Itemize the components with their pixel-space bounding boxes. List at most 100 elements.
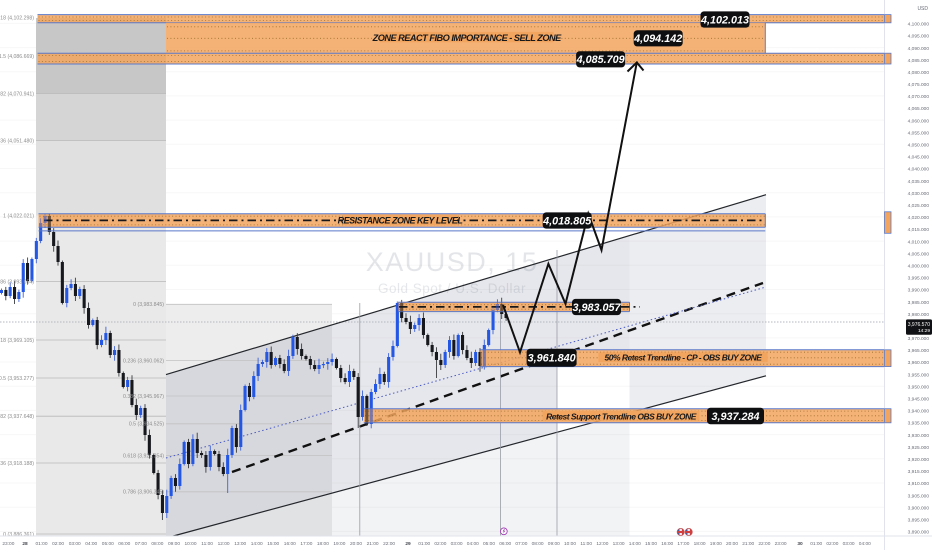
- svg-text:3,995.000: 3,995.000: [908, 276, 930, 282]
- svg-text:3,960.000: 3,960.000: [908, 360, 930, 366]
- svg-text:09:00: 09:00: [168, 541, 180, 547]
- svg-text:04:00: 04:00: [85, 541, 97, 547]
- svg-text:28: 28: [22, 541, 28, 547]
- svg-text:03:00: 03:00: [451, 541, 463, 547]
- svg-text:29: 29: [405, 541, 411, 547]
- svg-text:19:00: 19:00: [333, 541, 345, 547]
- svg-text:4,080.000: 4,080.000: [908, 70, 930, 76]
- svg-text:23:00: 23:00: [2, 541, 14, 547]
- svg-text:0.618 (3,921.354): 0.618 (3,921.354): [123, 453, 164, 459]
- svg-text:02:00: 02:00: [434, 541, 446, 547]
- svg-text:3,905.000: 3,905.000: [908, 493, 930, 499]
- svg-text:3,920.000: 3,920.000: [908, 457, 930, 463]
- svg-text:3,915.000: 3,915.000: [908, 469, 930, 475]
- svg-text:08:00: 08:00: [532, 541, 544, 547]
- svg-text:3,945.000: 3,945.000: [908, 397, 930, 403]
- svg-text:02:00: 02:00: [826, 541, 838, 547]
- svg-text:04:00: 04:00: [467, 541, 479, 547]
- svg-text:4,045.000: 4,045.000: [908, 155, 930, 161]
- svg-text:4,018.805: 4,018.805: [542, 215, 592, 227]
- svg-text:20:00: 20:00: [350, 541, 362, 547]
- svg-text:11:00: 11:00: [580, 541, 592, 547]
- svg-text:1.5 (4,086.669): 1.5 (4,086.669): [0, 54, 34, 60]
- svg-text:1.236 (4,051.480): 1.236 (4,051.480): [0, 138, 34, 144]
- svg-text:03:00: 03:00: [843, 541, 855, 547]
- svg-text:05:00: 05:00: [483, 541, 495, 547]
- svg-text:16:00: 16:00: [661, 541, 673, 547]
- svg-text:13:00: 13:00: [613, 541, 625, 547]
- svg-text:08:00: 08:00: [151, 541, 163, 547]
- svg-text:3,976.570: 3,976.570: [908, 322, 930, 328]
- svg-text:3,895.000: 3,895.000: [908, 518, 930, 524]
- svg-text:4,020.000: 4,020.000: [908, 215, 930, 221]
- svg-text:22:00: 22:00: [758, 541, 770, 547]
- svg-text:1.618 (4,102.298): 1.618 (4,102.298): [0, 15, 34, 21]
- svg-text:50% Retest Trendline - CP - OB: 50% Retest Trendline - CP - OBS BUY ZONE: [605, 353, 763, 363]
- svg-text:06:00: 06:00: [499, 541, 511, 547]
- svg-text:14:29: 14:29: [918, 328, 930, 334]
- svg-text:4,000.000: 4,000.000: [908, 264, 930, 270]
- svg-text:0.382 (3,937.648): 0.382 (3,937.648): [0, 414, 34, 420]
- svg-text:4,102.013: 4,102.013: [700, 14, 749, 26]
- svg-text:14:00: 14:00: [251, 541, 263, 547]
- svg-text:01:00: 01:00: [35, 541, 47, 547]
- svg-text:0.5 (3,953.277): 0.5 (3,953.277): [0, 376, 34, 382]
- svg-text:11:00: 11:00: [201, 541, 213, 547]
- svg-text:3,925.000: 3,925.000: [908, 445, 930, 451]
- svg-text:4,065.000: 4,065.000: [908, 106, 930, 112]
- svg-text:09:00: 09:00: [548, 541, 560, 547]
- svg-text:4,005.000: 4,005.000: [908, 251, 930, 257]
- svg-text:3,965.000: 3,965.000: [908, 348, 930, 354]
- svg-text:02:00: 02:00: [52, 541, 64, 547]
- svg-text:05:00: 05:00: [102, 541, 114, 547]
- svg-text:3,961.840: 3,961.840: [528, 353, 576, 365]
- svg-text:4,025.000: 4,025.000: [908, 203, 930, 209]
- svg-text:4,090.000: 4,090.000: [908, 46, 930, 52]
- svg-text:3,955.000: 3,955.000: [908, 372, 930, 378]
- svg-text:15:00: 15:00: [645, 541, 657, 547]
- svg-text:Retest Support Trendline OBS B: Retest Support Trendline OBS BUY ZONE: [546, 411, 697, 421]
- svg-text:10:00: 10:00: [564, 541, 576, 547]
- svg-text:3,950.000: 3,950.000: [908, 384, 930, 390]
- svg-text:01:00: 01:00: [418, 541, 430, 547]
- svg-text:4,060.000: 4,060.000: [908, 118, 930, 124]
- svg-text:0.5 (3,934.525): 0.5 (3,934.525): [129, 422, 164, 428]
- svg-text:0.786 (3,906.345): 0.786 (3,906.345): [123, 490, 164, 496]
- svg-text:4,055.000: 4,055.000: [908, 130, 930, 136]
- svg-text:10:00: 10:00: [184, 541, 196, 547]
- svg-text:1.382 (4,070.941): 1.382 (4,070.941): [0, 91, 34, 97]
- svg-text:21:00: 21:00: [367, 541, 379, 547]
- svg-text:3,930.000: 3,930.000: [908, 433, 930, 439]
- svg-text:3,985.000: 3,985.000: [908, 300, 930, 306]
- svg-text:4,010.000: 4,010.000: [908, 239, 930, 245]
- svg-text:14:00: 14:00: [629, 541, 641, 547]
- svg-text:15:00: 15:00: [267, 541, 279, 547]
- svg-text:0.618 (3,969.105): 0.618 (3,969.105): [0, 338, 34, 344]
- svg-text:20:00: 20:00: [726, 541, 738, 547]
- svg-text:4,070.000: 4,070.000: [908, 94, 930, 100]
- svg-text:06:00: 06:00: [118, 541, 130, 547]
- svg-text:4,075.000: 4,075.000: [908, 82, 930, 88]
- svg-text:XAUUSD, 15: XAUUSD, 15: [366, 247, 539, 277]
- svg-text:4,035.000: 4,035.000: [908, 179, 930, 185]
- svg-text:12:00: 12:00: [218, 541, 230, 547]
- svg-text:4,100.000: 4,100.000: [908, 22, 930, 28]
- svg-text:4,050.000: 4,050.000: [908, 143, 930, 149]
- svg-text:3,890.000: 3,890.000: [908, 530, 930, 536]
- svg-text:3,940.000: 3,940.000: [908, 409, 930, 415]
- svg-text:0 (3,983.845): 0 (3,983.845): [133, 302, 164, 308]
- svg-text:12:00: 12:00: [596, 541, 608, 547]
- svg-text:3,990.000: 3,990.000: [908, 288, 930, 294]
- svg-text:19:00: 19:00: [710, 541, 722, 547]
- svg-text:16:00: 16:00: [284, 541, 296, 547]
- svg-text:4,085.000: 4,085.000: [908, 58, 930, 64]
- svg-text:3,937.284: 3,937.284: [711, 411, 759, 423]
- svg-text:0.786 (3,993.054): 0.786 (3,993.054): [0, 279, 34, 285]
- svg-text:30: 30: [797, 541, 803, 547]
- svg-text:3,983.057: 3,983.057: [572, 302, 621, 314]
- svg-text:3,980.000: 3,980.000: [908, 312, 930, 318]
- svg-text:18:00: 18:00: [694, 541, 706, 547]
- svg-text:4,095.000: 4,095.000: [908, 34, 930, 40]
- svg-text:4,085.709: 4,085.709: [576, 54, 625, 66]
- svg-text:22:00: 22:00: [383, 541, 395, 547]
